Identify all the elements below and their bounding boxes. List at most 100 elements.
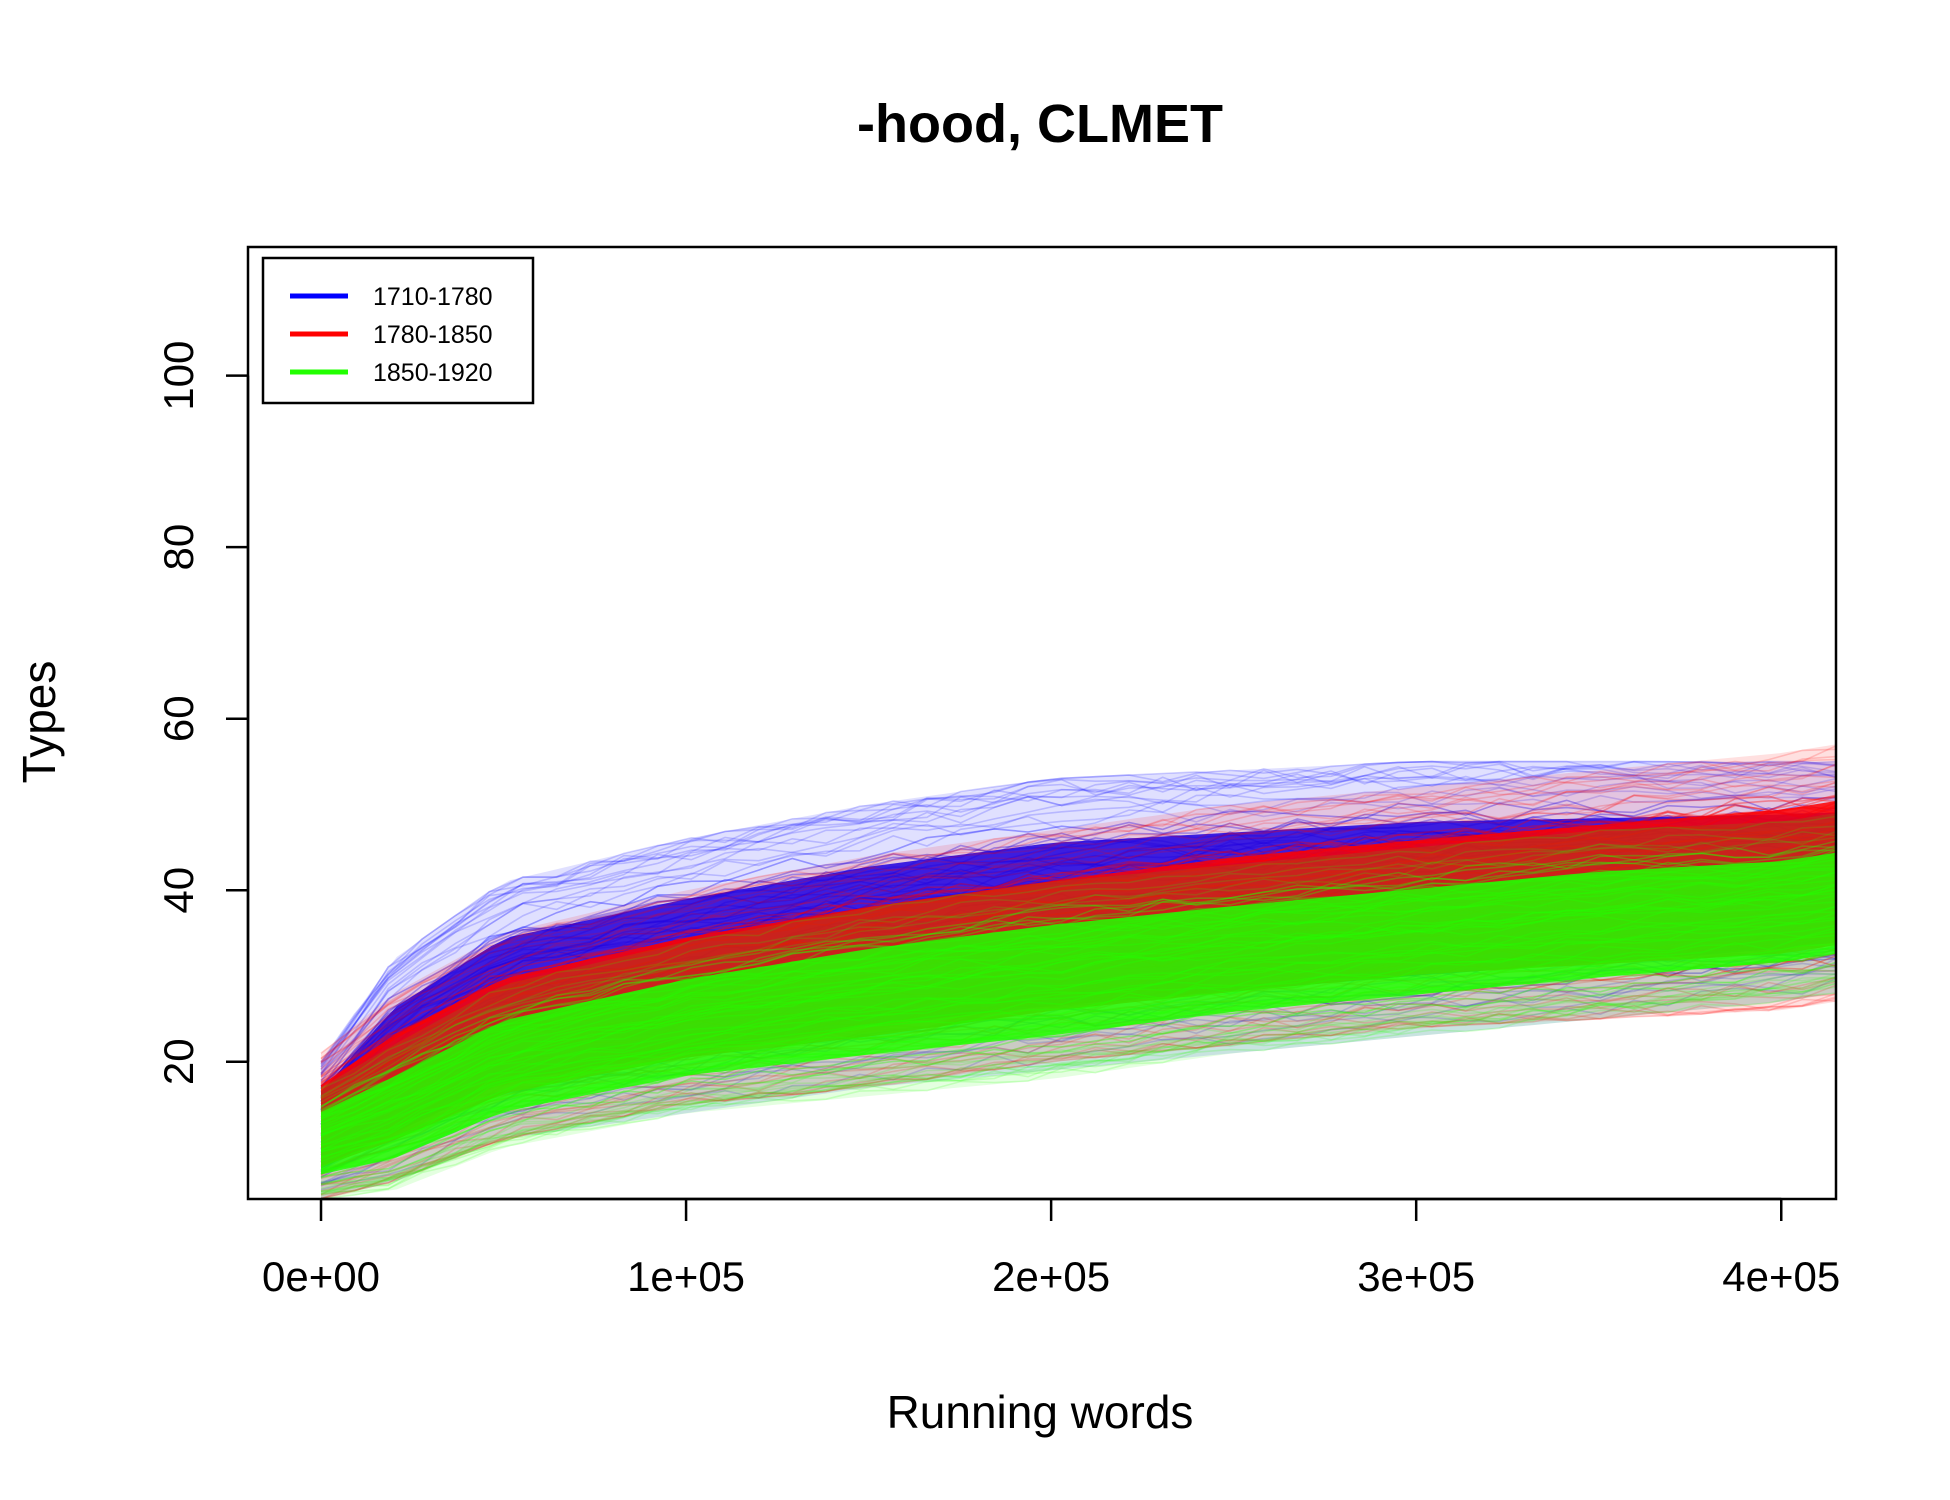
series-curve bbox=[320, 806, 1836, 1083]
series-curve bbox=[320, 830, 1836, 1097]
series-curve bbox=[320, 889, 1836, 1137]
series-curve bbox=[320, 884, 1836, 1138]
series-curve bbox=[320, 804, 1836, 1088]
series-curve bbox=[320, 982, 1836, 1195]
series-curve bbox=[320, 845, 1836, 1107]
x-axis-label: Running words bbox=[887, 1386, 1194, 1438]
series-curve bbox=[320, 982, 1836, 1197]
series-curve bbox=[320, 924, 1836, 1160]
series-curve bbox=[320, 952, 1836, 1179]
plot-area bbox=[320, 744, 1836, 1199]
series-curve bbox=[320, 801, 1836, 1092]
series-curve bbox=[320, 806, 1836, 1093]
series-curve bbox=[320, 984, 1836, 1196]
series-curve bbox=[320, 901, 1836, 1144]
series-curve bbox=[320, 765, 1836, 1070]
series-curve bbox=[320, 978, 1836, 1195]
series-curve bbox=[320, 961, 1836, 1186]
series-curve bbox=[320, 820, 1836, 1099]
y-tick-label: 40 bbox=[155, 867, 202, 914]
series-curve bbox=[320, 784, 1836, 1074]
legend-label: 1780-1850 bbox=[373, 321, 493, 349]
series-curve bbox=[320, 905, 1836, 1147]
series-curve bbox=[320, 980, 1836, 1193]
series-curve bbox=[320, 825, 1836, 1098]
series-curve bbox=[320, 962, 1836, 1184]
x-axis: 0e+00 1e+05 2e+05 3e+05 4e+05 bbox=[262, 1197, 1840, 1300]
series-curve bbox=[320, 948, 1836, 1173]
y-tick-label: 100 bbox=[155, 341, 202, 411]
series-curve bbox=[320, 992, 1836, 1199]
series-curve bbox=[320, 976, 1836, 1185]
series-curve bbox=[320, 815, 1836, 1090]
series-curve bbox=[320, 760, 1836, 1063]
x-tick-label: 0e+00 bbox=[262, 1253, 380, 1300]
series-curve bbox=[320, 972, 1836, 1185]
series-curve bbox=[320, 814, 1836, 1097]
series-curve bbox=[320, 763, 1836, 1071]
series-curve bbox=[320, 809, 1836, 1090]
series-curve bbox=[320, 997, 1836, 1196]
series-curve bbox=[320, 781, 1836, 1078]
series-curve bbox=[320, 836, 1836, 1103]
series-curve bbox=[320, 934, 1836, 1163]
series-curve bbox=[320, 916, 1836, 1150]
series-curve bbox=[320, 755, 1836, 1062]
series-curve bbox=[320, 781, 1836, 1076]
series-curve bbox=[320, 844, 1836, 1111]
series-curve bbox=[320, 831, 1836, 1100]
series-1850-1920 bbox=[320, 813, 1836, 1199]
series-curve bbox=[320, 748, 1836, 1060]
series-curve bbox=[320, 976, 1836, 1187]
series-curve bbox=[320, 883, 1836, 1134]
series-curve bbox=[320, 871, 1836, 1125]
series-curve bbox=[320, 773, 1836, 1076]
x-tick-label: 2e+05 bbox=[992, 1253, 1110, 1300]
series-curve bbox=[320, 797, 1836, 1085]
series-curve bbox=[320, 975, 1836, 1193]
chart-title: -hood, CLMET bbox=[857, 94, 1223, 154]
series-curve bbox=[320, 760, 1836, 1063]
series-curve bbox=[320, 875, 1836, 1124]
series-curve bbox=[320, 780, 1836, 1077]
x-tick-label: 4e+05 bbox=[1722, 1253, 1840, 1300]
series-curve bbox=[320, 919, 1836, 1153]
series-curve bbox=[320, 992, 1836, 1192]
series-curve bbox=[320, 785, 1836, 1082]
series-curve bbox=[320, 847, 1836, 1112]
series-curve bbox=[320, 806, 1836, 1087]
legend-label: 1850-1920 bbox=[373, 359, 493, 387]
series-curve bbox=[320, 892, 1836, 1136]
series-curve bbox=[320, 815, 1836, 1098]
series-curve bbox=[320, 854, 1836, 1118]
series-curve bbox=[320, 930, 1836, 1168]
series-curve bbox=[320, 969, 1836, 1183]
series-curve bbox=[320, 894, 1836, 1136]
series-curve bbox=[320, 864, 1836, 1117]
series-curve bbox=[320, 945, 1836, 1171]
series-curve bbox=[320, 979, 1836, 1195]
series-curve bbox=[320, 905, 1836, 1152]
series-curve bbox=[320, 952, 1836, 1174]
series-curve bbox=[320, 795, 1836, 1078]
series-curve bbox=[320, 976, 1836, 1190]
series-curve bbox=[320, 883, 1836, 1132]
series-curve bbox=[320, 830, 1836, 1100]
series-curve bbox=[320, 871, 1836, 1128]
series-curve bbox=[320, 888, 1836, 1136]
series-curve bbox=[320, 849, 1836, 1113]
series-curve bbox=[320, 758, 1836, 1060]
series-curve bbox=[320, 794, 1836, 1081]
series-curve bbox=[320, 996, 1836, 1199]
series-curve bbox=[320, 787, 1836, 1076]
series-curve bbox=[320, 977, 1836, 1191]
series-curve bbox=[320, 911, 1836, 1153]
series-curve bbox=[320, 980, 1836, 1185]
series-curve bbox=[320, 828, 1836, 1104]
series-curve bbox=[320, 795, 1836, 1084]
legend-box bbox=[261, 256, 535, 405]
series-curve bbox=[320, 764, 1836, 1063]
series-curve bbox=[320, 774, 1836, 1075]
series-curve bbox=[320, 763, 1836, 1064]
x-tick-label: 3e+05 bbox=[1357, 1253, 1475, 1300]
